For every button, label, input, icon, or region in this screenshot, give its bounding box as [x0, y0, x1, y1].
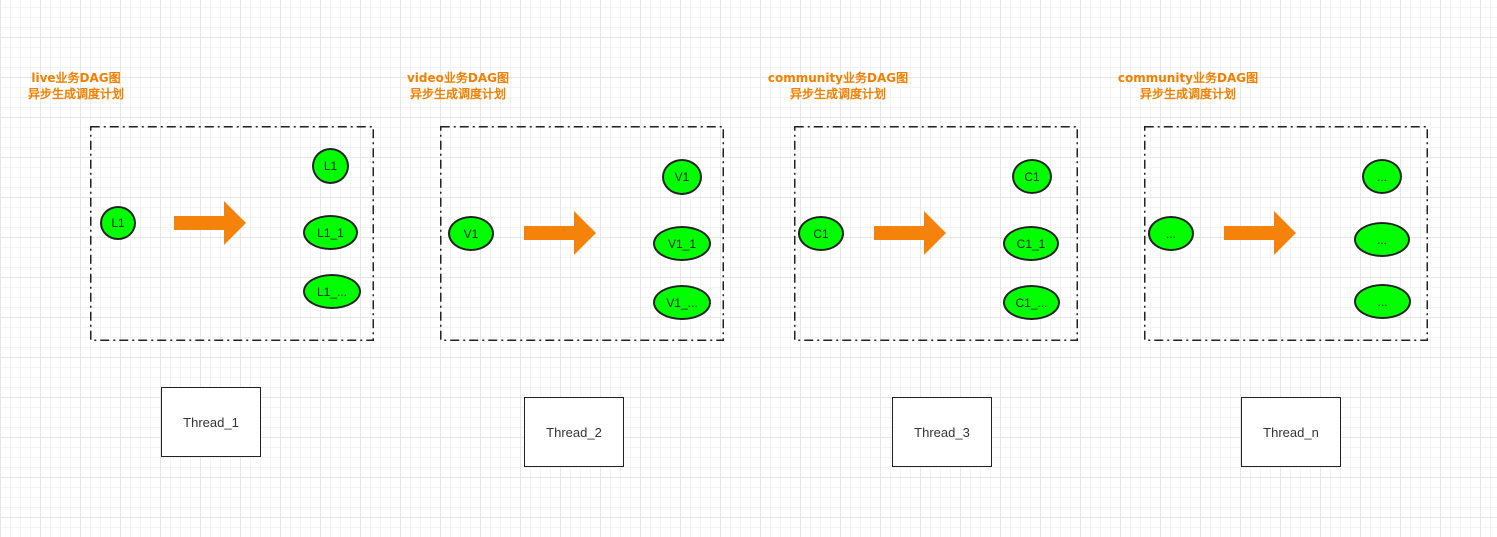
group-2-target-node-2[interactable]: V1_1: [653, 226, 711, 261]
group-1-container: L1 L1 L1_1 L1_...: [90, 126, 374, 341]
group-3-target-node-1[interactable]: C1: [1012, 159, 1052, 194]
thread-3-box[interactable]: Thread_3: [892, 397, 992, 467]
group-3-dashed-frame: [794, 126, 1078, 341]
group-3-title-line1: community业务DAG图: [767, 71, 909, 85]
group-1-target-node-1[interactable]: L1: [312, 148, 349, 184]
group-3-arrow-icon: [874, 211, 946, 255]
group-3-title: community业务DAG图 异步生成调度计划: [762, 70, 914, 102]
group-1-title: live业务DAG图 异步生成调度计划: [20, 70, 132, 102]
group-3-target-node-2[interactable]: C1_1: [1003, 226, 1059, 261]
group-2-title-line1: video业务DAG图: [406, 71, 509, 85]
thread-n-box[interactable]: Thread_n: [1241, 397, 1341, 467]
group-4-title: community业务DAG图 异步生成调度计划: [1112, 70, 1264, 102]
group-4-arrow-icon: [1224, 211, 1296, 255]
group-4-title-line2: 异步生成调度计划: [1139, 87, 1236, 101]
group-4-container: ... ... ... ...: [1144, 126, 1428, 341]
group-1-source-node[interactable]: L1: [100, 206, 136, 240]
group-2-target-node-3[interactable]: V1_...: [653, 285, 711, 320]
group-4-dashed-frame: [1144, 126, 1428, 341]
group-3-title-line2: 异步生成调度计划: [789, 87, 886, 101]
group-4-target-node-1[interactable]: ...: [1362, 159, 1402, 194]
group-2-dashed-frame: [440, 126, 724, 341]
group-1-title-line2: 异步生成调度计划: [27, 87, 124, 101]
group-2-title-line2: 异步生成调度计划: [409, 87, 506, 101]
group-4-source-node[interactable]: ...: [1148, 216, 1194, 251]
group-2-arrow-icon: [524, 211, 596, 255]
group-2-container: V1 V1 V1_1 V1_...: [440, 126, 724, 341]
group-2-source-node[interactable]: V1: [448, 216, 494, 251]
group-2-title: video业务DAG图 异步生成调度计划: [398, 70, 518, 102]
group-4-title-line1: community业务DAG图: [1117, 71, 1259, 85]
group-4-target-node-2[interactable]: ...: [1354, 222, 1410, 257]
group-1-target-node-3[interactable]: L1_...: [303, 274, 361, 309]
group-1-arrow-icon: [174, 201, 246, 245]
group-3-container: C1 C1 C1_1 C1_...: [794, 126, 1078, 341]
group-1-target-node-2[interactable]: L1_1: [303, 215, 358, 250]
group-2-target-node-1[interactable]: V1: [662, 159, 702, 195]
thread-2-box[interactable]: Thread_2: [524, 397, 624, 467]
group-3-target-node-3[interactable]: C1_...: [1003, 285, 1060, 320]
group-3-source-node[interactable]: C1: [798, 216, 844, 251]
group-1-dashed-frame: [90, 126, 374, 341]
thread-1-box[interactable]: Thread_1: [161, 387, 261, 457]
group-1-title-line1: live业务DAG图: [31, 71, 121, 85]
group-4-target-node-3[interactable]: ...: [1354, 284, 1411, 319]
